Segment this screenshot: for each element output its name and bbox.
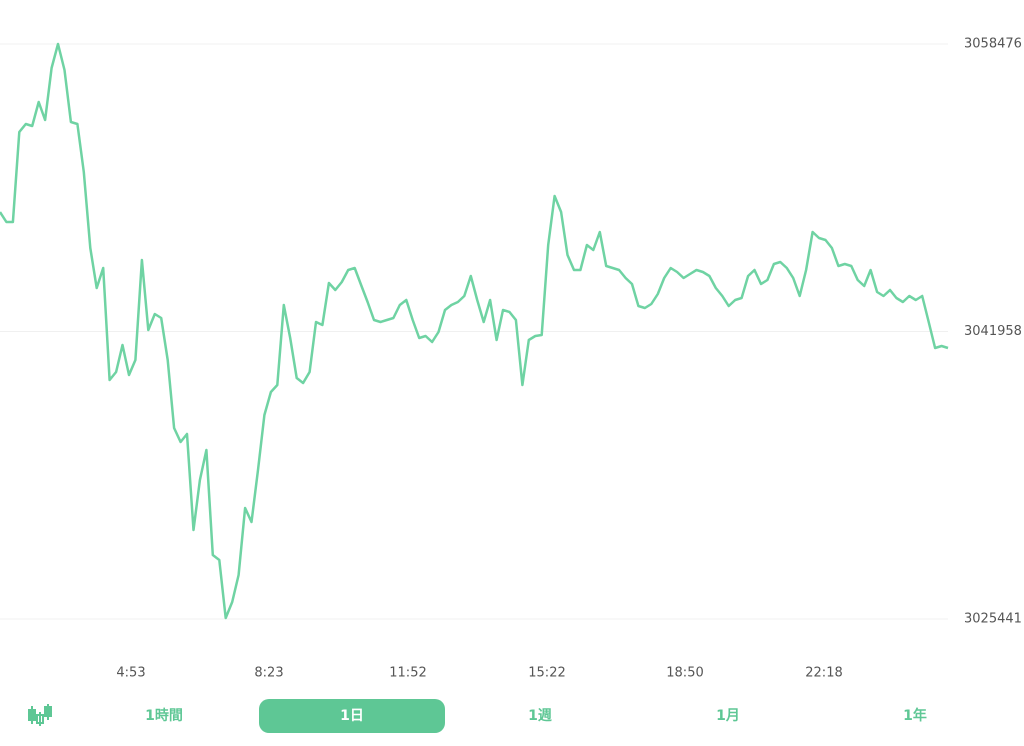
candle-icon[interactable]: [28, 704, 52, 726]
tab-label[interactable]: 1時間: [145, 707, 183, 724]
x-tick-label: 4:53: [116, 666, 145, 681]
tab-label[interactable]: 1年: [903, 707, 927, 724]
x-tick-label: 8:23: [254, 666, 283, 681]
tab-label[interactable]: 1月: [716, 708, 740, 724]
x-tick-label: 11:52: [389, 666, 426, 681]
x-tick-label: 15:22: [528, 666, 565, 681]
y-tick-label: 3025441: [964, 612, 1022, 627]
y-tick-label: 3041958: [964, 324, 1022, 339]
active-tab: [259, 699, 445, 733]
x-tick-label: 18:50: [666, 666, 703, 681]
price-line: [0, 42, 949, 620]
y-tick-label: 3058476: [964, 37, 1022, 52]
tab-label[interactable]: 1週: [528, 708, 552, 724]
tab-label[interactable]: 1日: [340, 708, 364, 724]
x-tick-label: 22:18: [805, 666, 842, 681]
